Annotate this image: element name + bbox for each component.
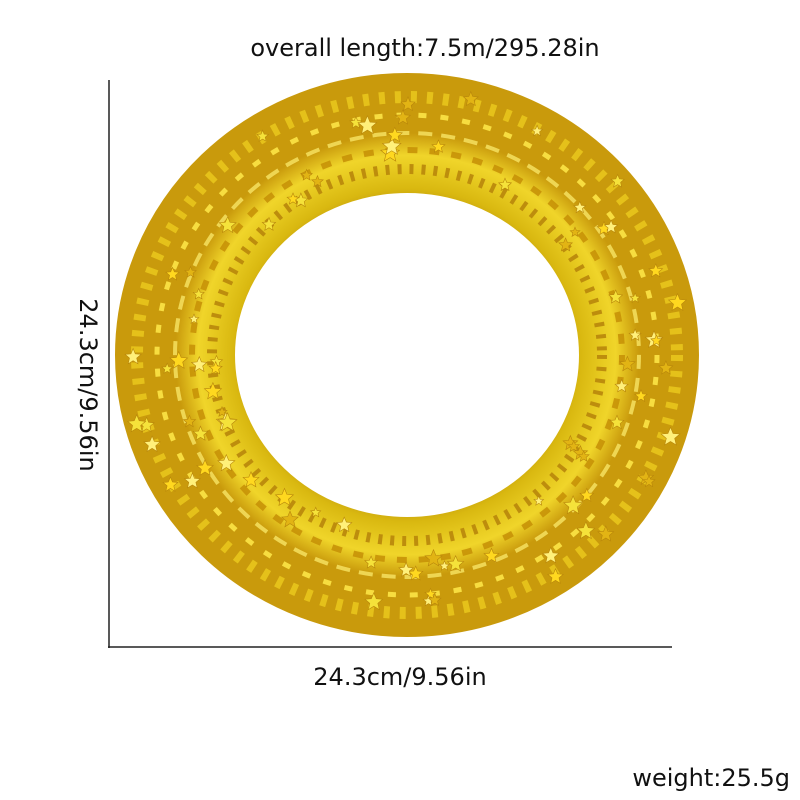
tinsel-star-icon — [667, 292, 688, 312]
tinsel-star-icon — [190, 355, 208, 373]
tinsel-star-icon — [381, 136, 402, 155]
tinsel-star-icon — [126, 413, 147, 433]
width-label: 24.3cm/9.56in — [313, 663, 487, 691]
tinsel-star-icon — [217, 453, 236, 472]
tinsel-star-icon — [192, 287, 205, 300]
tinsel-star-icon — [394, 109, 412, 125]
tinsel-star-icon — [165, 266, 180, 281]
tinsel-star-icon — [424, 548, 443, 567]
weight-label: weight:25.5g — [632, 764, 790, 792]
tinsel-star-icon — [143, 435, 161, 453]
tinsel-star-icon — [196, 458, 214, 476]
tinsel-star-icon — [217, 412, 238, 432]
tinsel-star-icon — [610, 173, 625, 188]
tinsel-star-icon — [573, 200, 587, 214]
tinsel-star-icon — [192, 425, 209, 441]
tinsel-star-icon — [183, 472, 201, 489]
tinsel-star-icon — [124, 347, 142, 365]
tinsel-star-icon — [335, 516, 353, 533]
tinsel-star-icon — [349, 115, 363, 129]
tinsel-star-icon — [650, 334, 663, 347]
tinsel-star-icon — [386, 126, 403, 143]
tinsel-star-icon — [462, 90, 479, 107]
tinsel-star-icon — [634, 389, 648, 403]
tinsel-star-icon — [608, 289, 624, 304]
tinsel-star-icon — [203, 381, 223, 400]
tinsel-star-icon — [438, 560, 451, 571]
tinsel-star-icon — [286, 192, 300, 205]
wreath-ring — [115, 73, 699, 637]
tinsel-star-icon — [431, 139, 446, 153]
tinsel-star-icon — [274, 487, 295, 507]
tinsel-star-icon — [577, 450, 590, 462]
tinsel-star-icon — [579, 487, 595, 502]
tinsel-star-icon — [261, 216, 277, 231]
tinsel-star-icon — [576, 521, 596, 540]
tinsel-star-icon — [208, 360, 223, 375]
tinsel-star-icon — [242, 471, 260, 488]
tinsel-star-icon — [188, 313, 200, 324]
tinsel-star-icon — [628, 328, 642, 341]
tinsel-star-icon — [280, 510, 299, 528]
tinsel-star-icon — [184, 265, 197, 278]
tinsel-star-icon — [407, 565, 424, 581]
tinsel-star-icon — [648, 263, 664, 278]
tinsel-star-icon — [660, 426, 681, 446]
tinsel-star-icon — [218, 215, 237, 234]
tinsel-star-icon — [558, 237, 574, 252]
tinsel-star-icon — [379, 142, 401, 162]
tinsel-star-icon — [357, 115, 378, 135]
tinsel-star-icon — [497, 177, 513, 192]
tinsel-star-icon — [530, 124, 544, 137]
tinsel-star-icon — [567, 439, 581, 452]
tinsel-star-icon — [642, 474, 656, 488]
tinsel-star-icon — [603, 219, 619, 234]
tinsel-star-icon — [533, 495, 545, 506]
tinsel-star-icon — [597, 525, 615, 542]
tinsel-star-icon — [169, 350, 189, 369]
tinsel-star-icon — [547, 567, 564, 584]
tinsel-star-icon — [609, 414, 625, 430]
tinsel-star-icon — [162, 476, 179, 492]
tinsel-star-icon — [629, 292, 641, 304]
tinsel-star-icon — [563, 495, 584, 515]
tinsel-star-icon — [398, 561, 415, 577]
tinsel-star-icon — [364, 592, 384, 611]
tinsel-star-icon — [541, 546, 560, 564]
tinsel-star-icon — [309, 506, 322, 518]
tinsel-star-icon — [424, 587, 437, 600]
overall-length-label: overall length:7.5m/295.28in — [250, 34, 600, 62]
tinsel-star-icon — [182, 414, 197, 428]
tinsel-star-icon — [427, 592, 442, 607]
tinsel-star-icon — [216, 406, 228, 417]
wreath-stars — [124, 90, 688, 611]
tinsel-star-icon — [658, 360, 674, 375]
tinsel-star-icon — [483, 547, 500, 563]
tinsel-star-icon — [300, 168, 313, 181]
tinsel-star-icon — [614, 378, 629, 393]
tinsel-star-icon — [400, 96, 416, 112]
tinsel-star-icon — [161, 362, 174, 374]
height-label: 24.3cm/9.56in — [74, 298, 102, 472]
tinsel-star-icon — [619, 355, 636, 372]
tinsel-star-icon — [364, 555, 379, 569]
tinsel-star-icon — [569, 226, 581, 238]
tinsel-star-icon — [256, 129, 270, 142]
tinsel-star-icon — [310, 174, 324, 188]
tinsel-star-icon — [446, 555, 465, 572]
